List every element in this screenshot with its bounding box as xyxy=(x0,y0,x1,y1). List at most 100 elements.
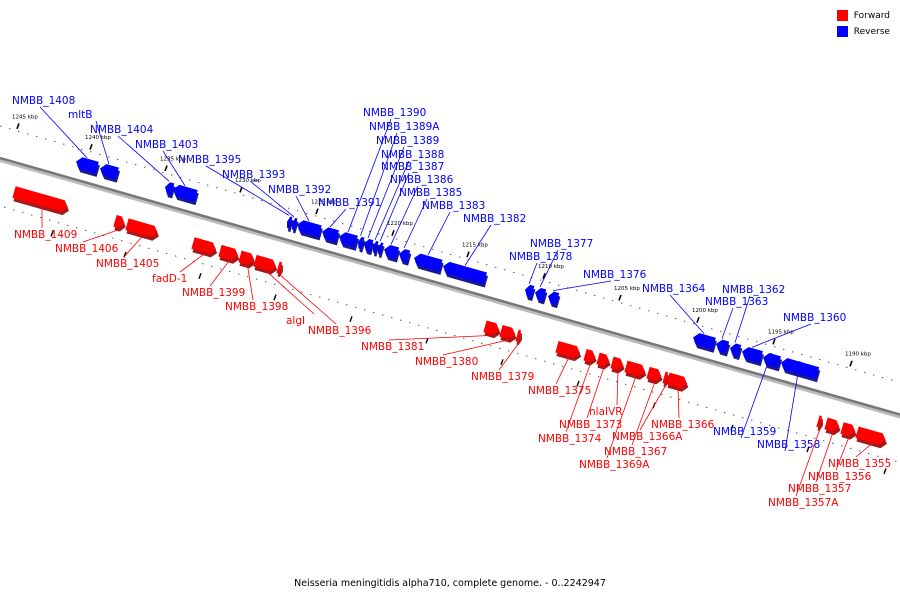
gene-label-nmbb-1367[interactable]: NMBB_1367 xyxy=(604,446,667,458)
gene-nmbb-1393[interactable] xyxy=(290,217,300,234)
gene-label-nmbb-1399[interactable]: NMBB_1399 xyxy=(182,287,245,299)
gene-label-nlaivr[interactable]: nlaIVR xyxy=(589,406,623,418)
gene-label-nmbb-1390[interactable]: NMBB_1390 xyxy=(363,107,426,119)
gene-nmbb-1405[interactable] xyxy=(125,218,162,242)
gene-label-nmbb-1364[interactable]: NMBB_1364 xyxy=(642,283,706,295)
gene-nmbb-1390[interactable] xyxy=(337,231,360,251)
gene-nmbb-1375[interactable] xyxy=(555,340,584,363)
gene-nmbb-1398[interactable] xyxy=(238,250,258,270)
gene-label-nmbb-1382[interactable]: NMBB_1382 xyxy=(463,213,526,225)
gene-arrow xyxy=(76,157,99,174)
gene-label-nmbb-1366[interactable]: NMBB_1366 xyxy=(651,419,715,431)
gene-nmbb-1403[interactable] xyxy=(171,184,200,206)
gene-nmbb-1408[interactable] xyxy=(74,156,101,177)
genome-caption: Neisseria meningitidis alpha710, complet… xyxy=(294,578,606,589)
gene-label-nmbb-1406[interactable]: NMBB_1406 xyxy=(55,243,119,255)
gene-label-nmbb-1409[interactable]: NMBB_1409 xyxy=(14,229,77,241)
gene-label-nmbb-1355[interactable]: NMBB_1355 xyxy=(828,458,891,470)
gene-label-algi[interactable]: algI xyxy=(286,315,305,327)
gene-label-nmbb-1357[interactable]: NMBB_1357 xyxy=(788,483,851,495)
gene-nmbb-1406[interactable] xyxy=(113,215,129,233)
gene-label-mltb[interactable]: mltB xyxy=(68,109,92,121)
gene-nmbb-1391[interactable] xyxy=(320,226,341,246)
gene-label-nmbb-1373[interactable]: NMBB_1373 xyxy=(559,419,622,431)
gene-label-nmbb-1389a[interactable]: NMBB_1389A xyxy=(369,121,440,133)
gene-nmbb-1378[interactable] xyxy=(523,284,537,302)
gene-arrow xyxy=(218,244,239,261)
gene-nmbb-1366[interactable] xyxy=(666,372,691,393)
gene-label-nmbb-1385[interactable]: NMBB_1385 xyxy=(399,187,462,199)
gene-label-nmbb-1389[interactable]: NMBB_1389 xyxy=(376,135,439,147)
gene-nmbb-1389[interactable] xyxy=(362,238,376,256)
gene-label-nmbb-1381[interactable]: NMBB_1381 xyxy=(361,341,424,353)
gene-label-nmbb-1404[interactable]: NMBB_1404 xyxy=(90,124,154,136)
gene-nmbb-1364[interactable] xyxy=(691,332,718,353)
gene-nmbb-1389a[interactable] xyxy=(356,236,367,253)
gene-label-nmbb-1375[interactable]: NMBB_1375 xyxy=(528,385,591,397)
gene-label-nmbb-1369a[interactable]: NMBB_1369A xyxy=(579,459,650,471)
gene-label-nmbb-1358[interactable]: NMBB_1358 xyxy=(757,439,820,451)
gene-nlaivr[interactable] xyxy=(610,356,628,375)
gene-nmbb-1383[interactable] xyxy=(412,252,445,275)
gene-nmbb-1360[interactable] xyxy=(740,346,765,367)
gene-label-fadd-1[interactable]: fadD-1 xyxy=(152,273,187,285)
gene-label-nmbb-1374[interactable]: NMBB_1374 xyxy=(538,433,602,445)
gene-nmbb-1385[interactable] xyxy=(397,248,413,266)
gene-nmbb-1373[interactable] xyxy=(596,352,614,371)
gene-nmbb-1379[interactable] xyxy=(515,329,525,346)
gene-label-nmbb-1395[interactable]: NMBB_1395 xyxy=(178,154,241,166)
gene-fadd-1[interactable] xyxy=(191,237,220,259)
gene-label-nmbb-1377[interactable]: NMBB_1377 xyxy=(530,238,593,250)
gene-nmbb-1356[interactable] xyxy=(840,422,859,441)
gene-label-nmbb-1378[interactable]: NMBB_1378 xyxy=(509,251,572,263)
gene-nmbb-1387[interactable] xyxy=(376,242,386,259)
gene-label-nmbb-1359[interactable]: NMBB_1359 xyxy=(713,426,776,438)
gene-nmbb-1367[interactable] xyxy=(646,366,665,386)
gene-label-nmbb-1366a[interactable]: NMBB_1366A xyxy=(612,431,683,443)
gene-nmbb-1377[interactable] xyxy=(533,287,549,305)
gene-label-nmbb-1398[interactable]: NMBB_1398 xyxy=(225,301,288,313)
gene-algi[interactable] xyxy=(253,254,280,276)
gene-nmbb-1396[interactable] xyxy=(276,261,286,278)
gene-nmbb-1386[interactable] xyxy=(382,244,401,263)
gene-nmbb-1392[interactable] xyxy=(295,219,324,241)
gene-mltb[interactable] xyxy=(98,163,121,183)
gene-label-nmbb-1393[interactable]: NMBB_1393 xyxy=(222,169,285,181)
gene-nmbb-1366a[interactable] xyxy=(662,371,672,388)
gene-nmbb-1355[interactable] xyxy=(855,426,890,449)
gene-nmbb-1409[interactable] xyxy=(12,186,72,216)
gene-label-nmbb-1387[interactable]: NMBB_1387 xyxy=(381,161,444,173)
gene-label-nmbb-1391[interactable]: NMBB_1391 xyxy=(318,197,381,209)
gene-label-nmbb-1408[interactable]: NMBB_1408 xyxy=(12,95,75,107)
gene-nmbb-1357a[interactable] xyxy=(816,415,826,431)
gene-label-nmbb-1388[interactable]: NMBB_1388 xyxy=(381,149,444,161)
gene-nmbb-1363[interactable] xyxy=(714,338,732,357)
gene-label-nmbb-1360[interactable]: NMBB_1360 xyxy=(783,312,846,324)
gene-label-nmbb-1396[interactable]: NMBB_1396 xyxy=(308,325,372,337)
gene-nmbb-1404[interactable] xyxy=(163,181,177,199)
gene-arrow xyxy=(113,215,125,229)
gene-nmbb-1380[interactable] xyxy=(499,325,519,344)
gene-nmbb-1382[interactable] xyxy=(441,260,489,288)
scale-tick xyxy=(164,165,168,172)
gene-label-nmbb-1379[interactable]: NMBB_1379 xyxy=(471,371,534,383)
gene-nmbb-1381[interactable] xyxy=(483,320,503,339)
gene-nmbb-1362[interactable] xyxy=(728,342,744,360)
gene-label-nmbb-1376[interactable]: NMBB_1376 xyxy=(583,269,647,281)
gene-nmbb-1374[interactable] xyxy=(583,348,600,367)
gene-nmbb-1357[interactable] xyxy=(824,417,843,437)
gene-label-nmbb-1357a[interactable]: NMBB_1357A xyxy=(768,497,839,509)
gene-label-nmbb-1383[interactable]: NMBB_1383 xyxy=(422,200,485,212)
gene-nmbb-1358[interactable] xyxy=(779,357,822,383)
gene-label-nmbb-1380[interactable]: NMBB_1380 xyxy=(415,356,478,368)
gene-label-nmbb-1386[interactable]: NMBB_1386 xyxy=(390,174,454,186)
gene-label-nmbb-1405[interactable]: NMBB_1405 xyxy=(96,258,159,270)
gene-nmbb-1399[interactable] xyxy=(218,244,242,265)
gene-label-nmbb-1403[interactable]: NMBB_1403 xyxy=(135,139,198,151)
gene-label-nmbb-1392[interactable]: NMBB_1392 xyxy=(268,184,331,196)
gene-label-nmbb-1356[interactable]: NMBB_1356 xyxy=(808,471,872,483)
gene-nmbb-1376[interactable] xyxy=(546,290,562,309)
gene-label-nmbb-1362[interactable]: NMBB_1362 xyxy=(722,284,785,296)
gene-nmbb-1369a[interactable] xyxy=(624,360,649,381)
gene-label-nmbb-1363[interactable]: NMBB_1363 xyxy=(705,296,768,308)
